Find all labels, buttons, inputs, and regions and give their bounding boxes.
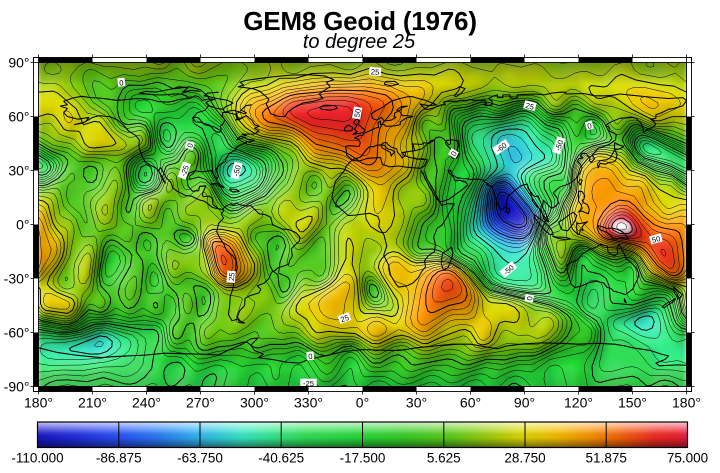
svg-text:0: 0 bbox=[119, 78, 124, 87]
svg-text:50: 50 bbox=[353, 108, 363, 118]
svg-text:90°: 90° bbox=[8, 55, 29, 71]
svg-text:25: 25 bbox=[524, 101, 534, 112]
svg-text:120°: 120° bbox=[564, 395, 593, 411]
svg-text:-50: -50 bbox=[553, 139, 565, 152]
svg-text:-40.625: -40.625 bbox=[258, 451, 304, 466]
svg-text:-25: -25 bbox=[303, 379, 314, 388]
svg-text:75.000: 75.000 bbox=[667, 451, 708, 466]
svg-text:180°: 180° bbox=[24, 395, 53, 411]
svg-text:150°: 150° bbox=[618, 395, 647, 411]
svg-text:-90°: -90° bbox=[4, 379, 30, 395]
svg-text:-25: -25 bbox=[179, 164, 191, 177]
svg-text:-17.500: -17.500 bbox=[340, 451, 386, 466]
svg-text:330°: 330° bbox=[294, 395, 323, 411]
svg-text:-30°: -30° bbox=[4, 271, 30, 287]
svg-text:GEM8 Geoid (1976): GEM8 Geoid (1976) bbox=[243, 6, 477, 36]
svg-text:-110.000: -110.000 bbox=[11, 451, 63, 466]
svg-text:30°: 30° bbox=[406, 395, 427, 411]
svg-text:0: 0 bbox=[449, 150, 459, 158]
svg-text:0°: 0° bbox=[16, 217, 29, 233]
svg-text:-86.875: -86.875 bbox=[96, 451, 142, 466]
svg-text:0: 0 bbox=[185, 142, 195, 148]
svg-text:0°: 0° bbox=[356, 395, 369, 411]
svg-text:-50: -50 bbox=[231, 164, 243, 177]
svg-text:300°: 300° bbox=[240, 395, 269, 411]
svg-text:-60°: -60° bbox=[4, 325, 30, 341]
svg-text:25: 25 bbox=[227, 272, 237, 281]
svg-text:60°: 60° bbox=[8, 109, 29, 125]
svg-text:0: 0 bbox=[525, 296, 535, 302]
svg-text:28.750: 28.750 bbox=[504, 451, 545, 466]
svg-text:50: 50 bbox=[651, 234, 661, 245]
svg-text:to degree 25: to degree 25 bbox=[303, 31, 416, 53]
svg-text:-63.750: -63.750 bbox=[177, 451, 223, 466]
svg-text:60°: 60° bbox=[460, 395, 481, 411]
svg-text:270°: 270° bbox=[186, 395, 215, 411]
svg-text:0: 0 bbox=[308, 352, 313, 361]
svg-text:180°: 180° bbox=[672, 395, 701, 411]
svg-text:210°: 210° bbox=[78, 395, 107, 411]
svg-text:25: 25 bbox=[339, 313, 350, 324]
svg-text:30°: 30° bbox=[8, 163, 29, 179]
svg-text:0: 0 bbox=[586, 121, 592, 131]
svg-text:240°: 240° bbox=[132, 395, 161, 411]
svg-text:5.625: 5.625 bbox=[427, 451, 461, 466]
svg-text:25: 25 bbox=[370, 67, 379, 77]
svg-text:90°: 90° bbox=[514, 395, 535, 411]
svg-text:51.875: 51.875 bbox=[586, 451, 627, 466]
